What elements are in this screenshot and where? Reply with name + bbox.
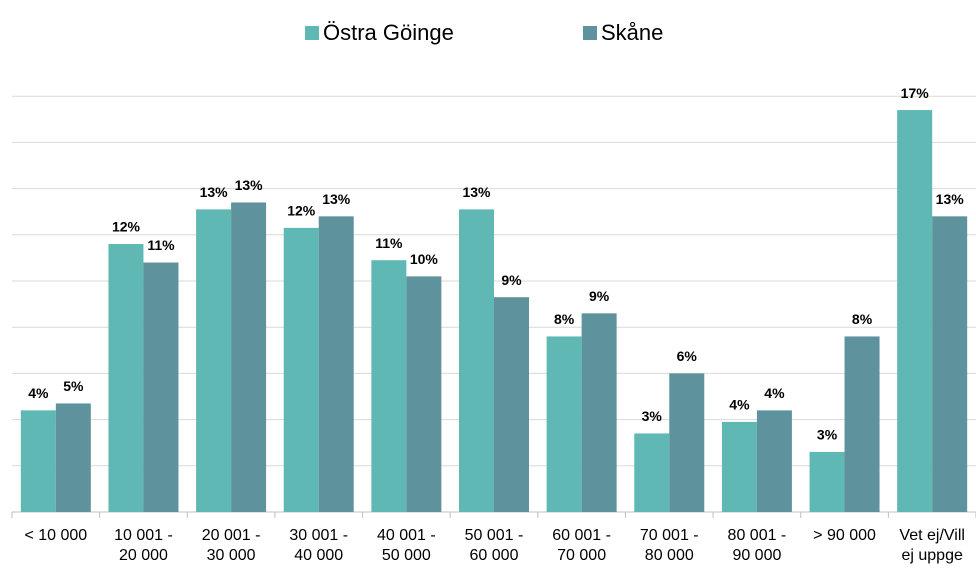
value-label: 6% — [677, 348, 698, 364]
x-tick-label: 70 001 -80 000 — [640, 527, 699, 564]
bar — [809, 451, 845, 512]
value-label: 4% — [764, 385, 785, 401]
bar — [371, 260, 407, 512]
bar — [844, 336, 880, 512]
bar — [756, 410, 792, 512]
value-label: 13% — [462, 184, 491, 200]
value-label: 9% — [589, 288, 610, 304]
value-label: 13% — [936, 191, 965, 207]
value-label: 4% — [729, 397, 750, 413]
value-label: 13% — [200, 184, 229, 200]
legend-swatch — [305, 26, 319, 40]
x-tick-label: 80 001 -90 000 — [728, 527, 787, 564]
bar — [459, 209, 494, 512]
x-tick-label: 40 001 -50 000 — [377, 527, 436, 564]
legend-swatch — [583, 26, 597, 40]
bar — [897, 110, 933, 512]
x-tick-label: 30 001 -40 000 — [289, 527, 348, 564]
bar — [55, 403, 91, 512]
bar — [494, 297, 529, 512]
value-label: 13% — [322, 191, 351, 207]
bar — [283, 227, 319, 512]
x-tick-label: 20 001 -30 000 — [202, 527, 261, 564]
value-label: 4% — [28, 385, 49, 401]
value-label: 11% — [375, 235, 403, 251]
bar — [932, 216, 968, 512]
value-label: 3% — [642, 408, 663, 424]
bar — [143, 262, 179, 512]
value-label: 17% — [901, 85, 930, 101]
x-tick-label: 60 001 -70 000 — [552, 527, 611, 564]
bar — [406, 276, 442, 512]
value-label: 3% — [817, 427, 838, 443]
x-tick-label: < 10 000 — [24, 527, 87, 544]
value-label: 12% — [287, 203, 316, 219]
bar — [196, 209, 232, 512]
bar — [108, 244, 144, 513]
value-label: 5% — [63, 378, 84, 394]
value-label: 13% — [235, 177, 264, 193]
x-tick-label: > 90 000 — [813, 527, 876, 544]
bar — [634, 433, 670, 512]
bar — [20, 410, 56, 512]
x-tick-label: 10 001 -20 000 — [114, 527, 173, 564]
value-label: 8% — [554, 311, 575, 327]
x-tick-label: 50 001 -60 000 — [465, 527, 524, 564]
bar — [721, 421, 757, 512]
value-label: 9% — [501, 272, 522, 288]
value-label: 10% — [410, 251, 439, 267]
bar — [669, 373, 705, 512]
value-label: 12% — [112, 219, 141, 235]
value-label: 8% — [852, 311, 873, 327]
legend-label: Skåne — [601, 20, 663, 45]
x-tick-label: Vet ej/Vill ej uppge — [899, 527, 965, 564]
bar — [318, 216, 354, 512]
value-label: 11% — [147, 237, 175, 253]
bar — [581, 313, 617, 512]
bar — [231, 202, 267, 512]
legend-label: Östra Göinge — [323, 20, 454, 45]
bar — [546, 336, 582, 512]
